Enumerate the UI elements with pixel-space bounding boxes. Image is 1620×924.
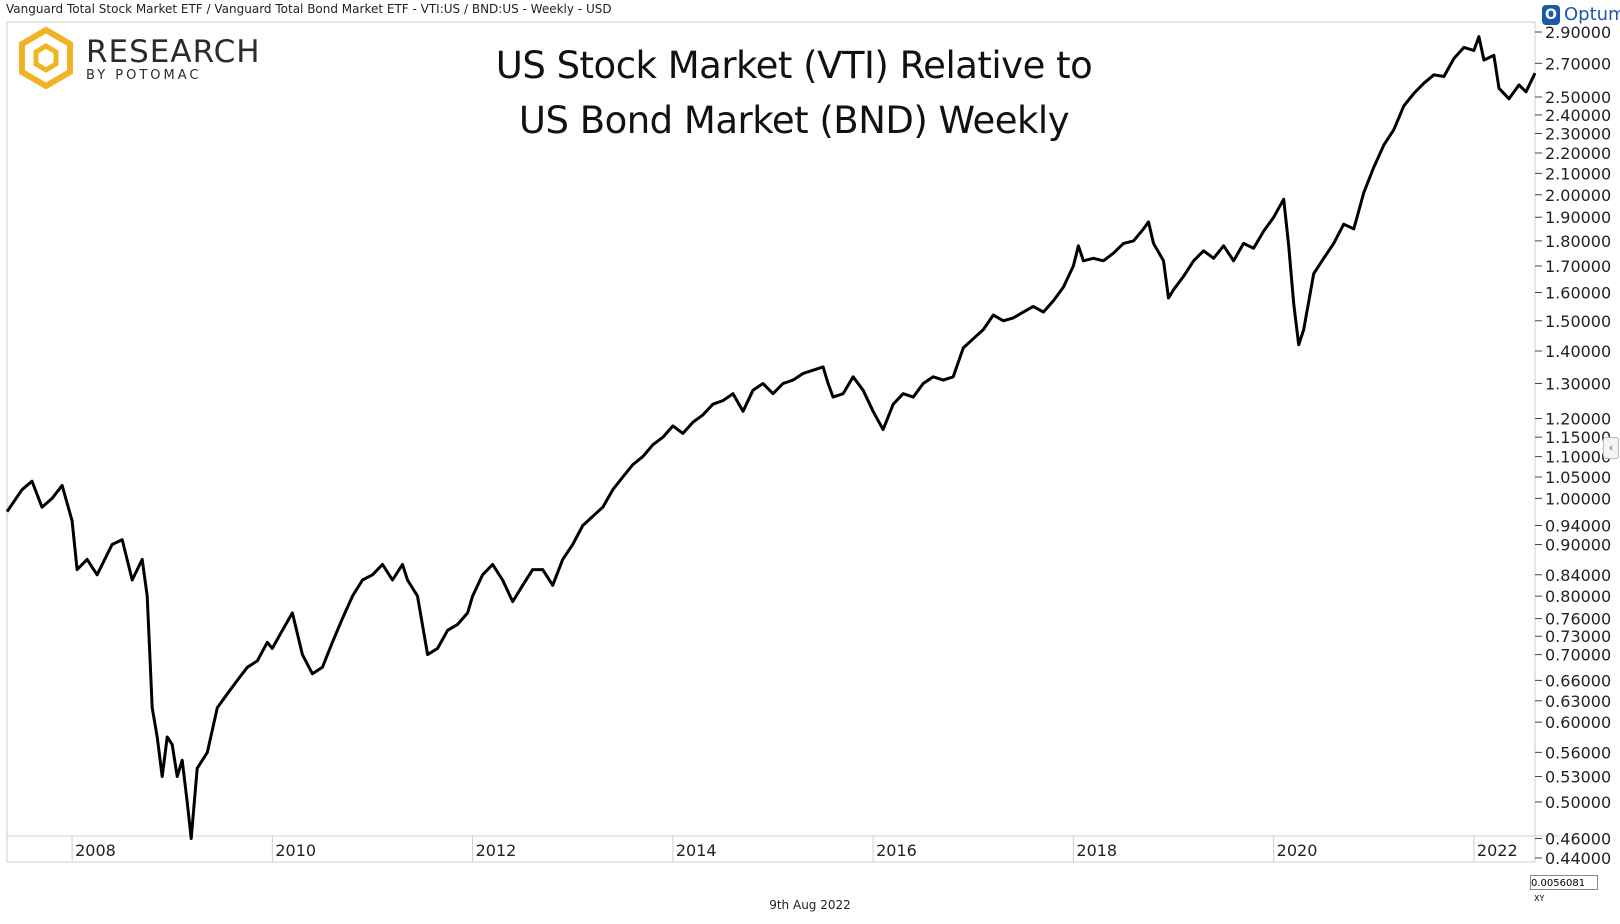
y-tick-label: 0.73000: [1545, 627, 1611, 646]
y-tick-label: 2.50000: [1545, 88, 1611, 107]
y-tick-label: 1.20000: [1545, 410, 1611, 429]
y-tick-label: 0.44000: [1545, 849, 1611, 868]
y-tick-label: 0.84000: [1545, 566, 1611, 585]
x-tick-label: 2008: [75, 841, 116, 860]
collapse-panel-button[interactable]: ‹: [1603, 437, 1619, 459]
y-tick-label: 1.70000: [1545, 257, 1611, 276]
optuma-brand: O Optuma: [1542, 4, 1620, 25]
y-tick-label: 1.00000: [1545, 489, 1611, 508]
y-tick-label: 0.80000: [1545, 587, 1611, 606]
y-tick-label: 1.90000: [1545, 208, 1611, 227]
y-tick-label: 2.70000: [1545, 54, 1611, 73]
chart-title-line-1: US Stock Market (VTI) Relative to: [495, 44, 1093, 87]
chart-caption: Vanguard Total Stock Market ETF / Vangua…: [6, 2, 612, 16]
scale-value: 0.0056081: [1531, 878, 1586, 889]
y-tick-label: 0.70000: [1545, 646, 1611, 665]
y-tick-label: 1.40000: [1545, 342, 1611, 361]
x-tick-label: 2014: [676, 841, 717, 860]
y-tick-label: 2.10000: [1545, 164, 1611, 183]
y-tick-label: 1.30000: [1545, 374, 1611, 393]
y-tick-label: 2.30000: [1545, 125, 1611, 144]
y-tick-label: 1.80000: [1545, 232, 1611, 251]
series-line-0: [5, 35, 1537, 840]
x-tick-label: 2012: [476, 841, 517, 860]
x-axis: 2008 2010 2012 2014 2016 2018 2020 2022: [71, 836, 1518, 862]
optuma-logo-icon: O: [1542, 4, 1560, 25]
research-logo: RESEARCH BY POTOMAC: [14, 26, 261, 90]
x-tick-label: 2020: [1277, 841, 1318, 860]
chart-title-line-2: US Bond Market (BND) Weekly: [518, 99, 1070, 142]
y-tick-label: 1.10000: [1545, 448, 1611, 467]
plot-border: [6, 21, 1536, 863]
chart-frame: [6, 21, 1560, 863]
x-tick-label: 2022: [1477, 841, 1518, 860]
scale-suffix: XY: [1534, 894, 1545, 903]
y-tick-label: 0.56000: [1545, 743, 1611, 762]
y-tick-label: 1.05000: [1545, 468, 1611, 487]
x-tick-label: 2018: [1076, 841, 1117, 860]
y-tick-label: 1.60000: [1545, 284, 1611, 303]
logo-text-sub: BY POTOMAC: [86, 67, 202, 83]
optuma-brand-label: Optuma: [1564, 4, 1620, 25]
y-tick-label: 0.76000: [1545, 610, 1611, 629]
y-tick-label: 0.66000: [1545, 671, 1611, 690]
y-tick-label: 0.94000: [1545, 516, 1611, 535]
logo-text-main: RESEARCH: [86, 33, 261, 70]
series-layer: [5, 35, 1537, 840]
y-axis: 2.90000 2.70000 2.500002.400002.300002.200…: [1535, 23, 1611, 868]
y-tick-label: 0.60000: [1545, 713, 1611, 732]
scale-readout[interactable]: 0.0056081 XY: [1530, 875, 1598, 903]
y-tick-label: 2.90000: [1545, 23, 1611, 42]
y-tick-label: 1.50000: [1545, 312, 1611, 331]
y-tick-label: 0.53000: [1545, 767, 1611, 786]
y-tick-label: 2.40000: [1545, 106, 1611, 125]
y-tick-label: 2.20000: [1545, 144, 1611, 163]
y-tick-label: 0.90000: [1545, 536, 1611, 555]
y-tick-label: 2.00000: [1545, 186, 1611, 205]
footer-date: 9th Aug 2022: [769, 898, 851, 912]
x-tick-label: 2010: [275, 841, 316, 860]
hexagon-logo-icon: [19, 26, 73, 90]
y-tick-label: 0.46000: [1545, 830, 1611, 849]
y-tick-label: 0.50000: [1545, 793, 1611, 812]
chart-title: US Stock Market (VTI) Relative to US Bon…: [480, 38, 1108, 148]
y-tick-label: 1.15000: [1545, 428, 1611, 447]
x-tick-label: 2016: [876, 841, 917, 860]
y-tick-label: 0.63000: [1545, 692, 1611, 711]
